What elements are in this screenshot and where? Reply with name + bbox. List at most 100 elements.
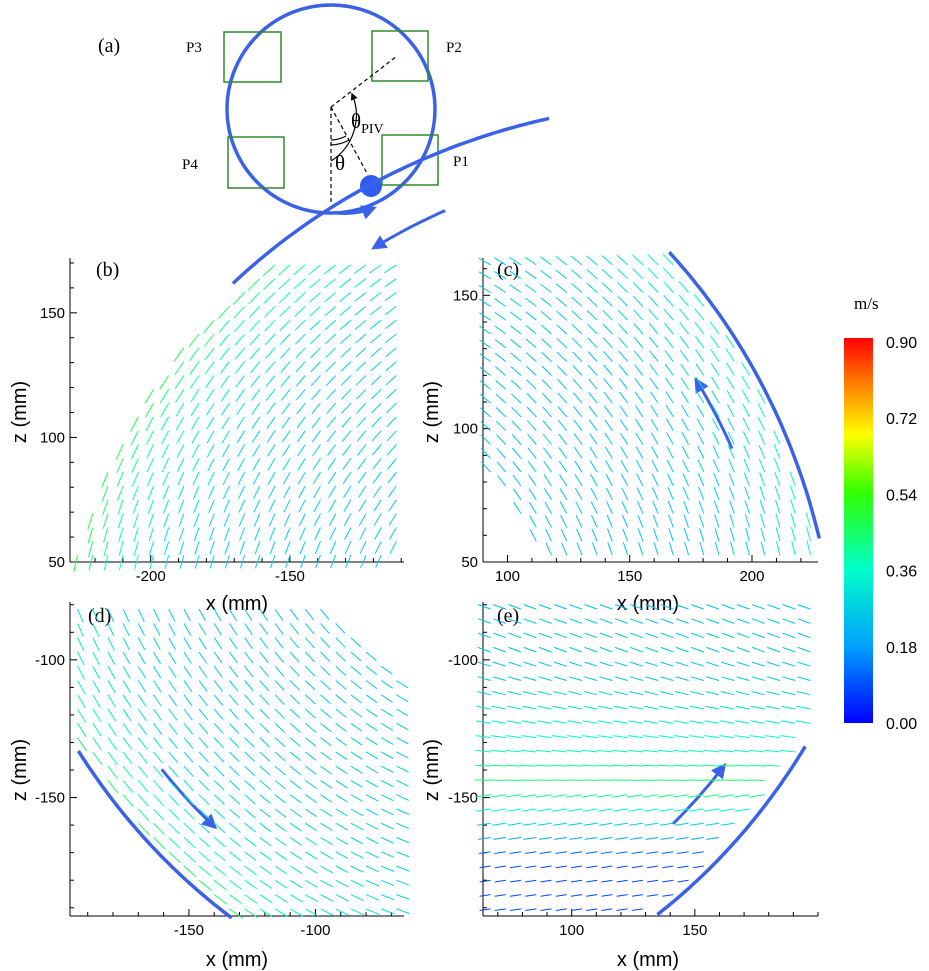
velocity-vector	[647, 267, 659, 280]
velocity-vector	[213, 822, 226, 834]
velocity-vector	[691, 618, 704, 624]
velocity-vector	[619, 391, 629, 404]
velocity-vector	[153, 708, 163, 721]
velocity-vector	[77, 708, 87, 723]
velocity-vector	[748, 794, 765, 798]
velocity-vector	[675, 691, 689, 696]
velocity-vector	[541, 351, 552, 362]
velocity-vector	[259, 751, 271, 762]
velocity-vector	[555, 879, 567, 883]
velocity-vector	[304, 623, 315, 635]
velocity-vector	[540, 908, 552, 911]
velocity-vector	[682, 473, 690, 487]
velocity-vector	[305, 851, 318, 860]
velocity-vector	[751, 661, 765, 667]
velocity-vector	[244, 623, 253, 635]
velocity-vector	[494, 311, 507, 321]
velocity-vector	[159, 375, 170, 390]
velocity-vector	[371, 402, 382, 414]
velocity-vector	[341, 388, 352, 400]
velocity-vector	[312, 471, 321, 485]
velocity-vector	[492, 822, 506, 826]
velocity-vector	[589, 446, 598, 459]
velocity-vector	[384, 305, 397, 316]
velocity-vector	[675, 618, 689, 624]
velocity-vector	[270, 554, 276, 569]
velocity-vector	[259, 808, 272, 818]
velocity-vector	[635, 418, 644, 431]
velocity-vector	[668, 541, 674, 556]
tank-wall-arc	[76, 750, 233, 920]
velocity-vector	[674, 705, 689, 710]
velocity-vector	[494, 352, 507, 362]
velocity-vector	[244, 865, 257, 876]
velocity-vector	[224, 541, 230, 555]
velocity-vector	[137, 637, 146, 651]
velocity-vector	[675, 661, 689, 667]
velocity-vector	[372, 471, 382, 484]
velocity-vector	[380, 737, 394, 745]
velocity-vector	[350, 794, 364, 802]
velocity-vector	[327, 471, 337, 485]
velocity-vector	[380, 822, 394, 830]
velocity-vector	[282, 444, 291, 457]
velocity-vector	[555, 256, 568, 266]
velocity-vector	[765, 720, 780, 724]
velocity-vector	[696, 418, 705, 431]
velocity-vector	[233, 319, 245, 333]
velocity-vector	[233, 306, 245, 319]
velocity-vector	[718, 794, 735, 798]
velocity-vector	[274, 837, 287, 847]
velocity-vector	[613, 822, 628, 826]
velocity-vector	[251, 430, 261, 443]
velocity-vector	[223, 513, 230, 527]
velocity-vector	[555, 894, 567, 897]
velocity-vector	[300, 554, 306, 569]
velocity-vector	[132, 499, 139, 515]
velocity-vector	[103, 554, 109, 571]
velocity-vector	[614, 661, 628, 667]
velocity-vector	[648, 322, 659, 335]
velocity-vector	[259, 879, 273, 890]
velocity-vector	[616, 865, 628, 869]
velocity-vector	[660, 618, 674, 624]
velocity-vector	[183, 837, 196, 849]
velocity-vector	[274, 822, 287, 832]
velocity-vector	[289, 837, 303, 846]
velocity-vector	[508, 604, 522, 610]
velocity-vector	[396, 680, 409, 689]
velocity-vector	[168, 765, 179, 778]
velocity-vector	[229, 837, 242, 848]
velocity-vector	[712, 445, 720, 459]
velocity-vector	[586, 296, 598, 307]
velocity-vector	[523, 646, 537, 653]
velocity-vector	[168, 837, 181, 849]
velocity-vector	[153, 794, 165, 807]
velocity-vector	[477, 676, 491, 681]
velocity-vector	[796, 691, 811, 696]
velocity-vector	[520, 794, 537, 798]
velocity-vector	[298, 513, 306, 527]
velocity-vector	[767, 632, 781, 639]
velocity-vector	[673, 749, 689, 753]
velocity-vector	[235, 375, 245, 388]
velocity-vector	[339, 278, 352, 289]
velocity-vector	[137, 608, 145, 622]
velocity-vector	[587, 337, 598, 349]
tank-wall-arc	[656, 745, 807, 916]
velocity-vector	[698, 486, 705, 500]
velocity-vector	[380, 779, 394, 788]
velocity-vector	[728, 472, 735, 487]
velocity-vector	[244, 694, 255, 706]
velocity-vector	[649, 350, 659, 362]
velocity-vector	[535, 764, 552, 767]
velocity-vector	[522, 822, 537, 826]
velocity-vector	[478, 257, 491, 266]
velocity-vector	[664, 322, 674, 335]
velocity-vector	[629, 822, 643, 826]
velocity-vector	[146, 444, 154, 459]
velocity-vector	[320, 865, 334, 874]
colorbar-ticks: 0.900.720.540.360.180.00	[886, 335, 917, 733]
velocity-vector	[622, 528, 629, 542]
velocity-vector	[652, 514, 659, 528]
